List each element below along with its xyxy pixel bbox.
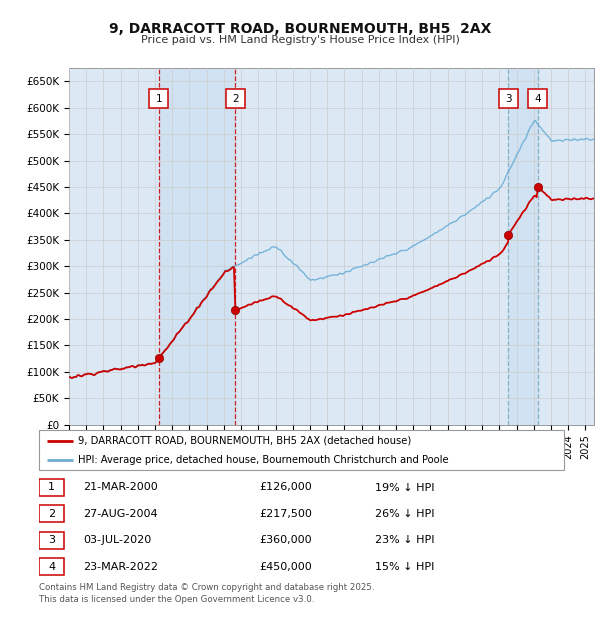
Text: 03-JUL-2020: 03-JUL-2020: [83, 535, 152, 545]
Text: 2: 2: [48, 509, 55, 519]
Text: 2: 2: [232, 94, 239, 104]
FancyBboxPatch shape: [149, 89, 169, 108]
Text: 19% ↓ HPI: 19% ↓ HPI: [375, 482, 434, 492]
Text: 9, DARRACOTT ROAD, BOURNEMOUTH, BH5  2AX: 9, DARRACOTT ROAD, BOURNEMOUTH, BH5 2AX: [109, 22, 491, 36]
FancyBboxPatch shape: [39, 430, 564, 470]
Bar: [159, 68, 235, 425]
FancyBboxPatch shape: [226, 89, 245, 108]
Text: Price paid vs. HM Land Registry's House Price Index (HPI): Price paid vs. HM Land Registry's House …: [140, 35, 460, 45]
Text: 4: 4: [48, 562, 55, 572]
Text: 1: 1: [155, 94, 162, 104]
Text: 27-AUG-2004: 27-AUG-2004: [83, 509, 158, 519]
FancyBboxPatch shape: [39, 505, 64, 523]
Text: Contains HM Land Registry data © Crown copyright and database right 2025.
This d: Contains HM Land Registry data © Crown c…: [39, 583, 374, 604]
Text: 21-MAR-2000: 21-MAR-2000: [83, 482, 158, 492]
Text: £126,000: £126,000: [260, 482, 312, 492]
FancyBboxPatch shape: [528, 89, 547, 108]
Text: £450,000: £450,000: [260, 562, 312, 572]
FancyBboxPatch shape: [39, 479, 64, 496]
Text: 4: 4: [535, 94, 541, 104]
Text: £217,500: £217,500: [260, 509, 313, 519]
Text: 3: 3: [48, 535, 55, 545]
FancyBboxPatch shape: [39, 531, 64, 549]
Bar: [508, 68, 538, 425]
Text: 3: 3: [505, 94, 511, 104]
Text: 1: 1: [48, 482, 55, 492]
Text: 23-MAR-2022: 23-MAR-2022: [83, 562, 158, 572]
Text: HPI: Average price, detached house, Bournemouth Christchurch and Poole: HPI: Average price, detached house, Bour…: [79, 455, 449, 465]
FancyBboxPatch shape: [499, 89, 518, 108]
Text: 15% ↓ HPI: 15% ↓ HPI: [375, 562, 434, 572]
Text: 9, DARRACOTT ROAD, BOURNEMOUTH, BH5 2AX (detached house): 9, DARRACOTT ROAD, BOURNEMOUTH, BH5 2AX …: [79, 436, 412, 446]
FancyBboxPatch shape: [39, 558, 64, 575]
Text: £360,000: £360,000: [260, 535, 312, 545]
Text: 23% ↓ HPI: 23% ↓ HPI: [375, 535, 434, 545]
Text: 26% ↓ HPI: 26% ↓ HPI: [375, 509, 434, 519]
